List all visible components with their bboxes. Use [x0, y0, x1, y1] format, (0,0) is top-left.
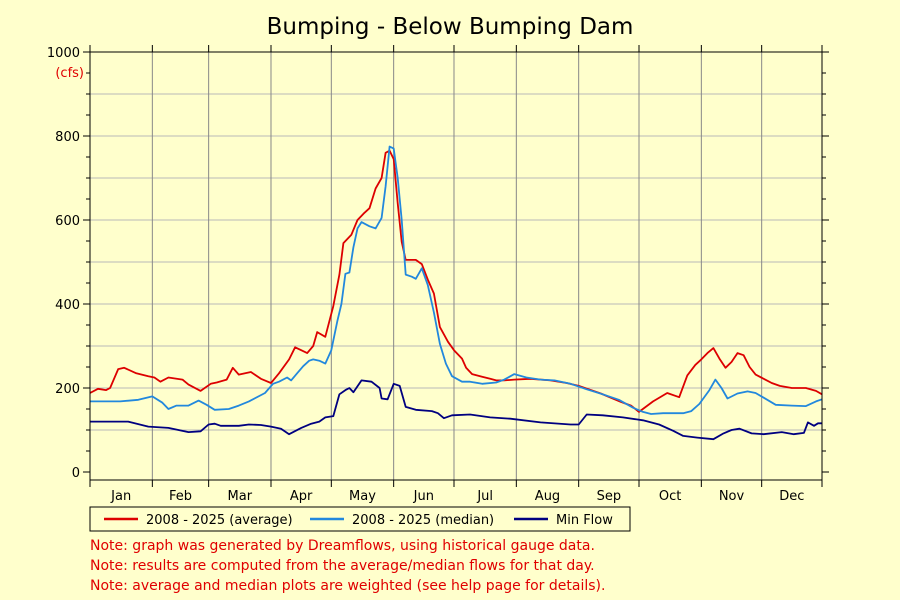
- plot-frame: [89, 51, 823, 481]
- grid-lines: [90, 52, 822, 480]
- legend-label-average: 2008 - 2025 (average): [146, 513, 293, 528]
- y-tick-label: 1000: [47, 46, 80, 61]
- legend: 2008 - 2025 (average) 2008 - 2025 (media…: [89, 506, 631, 532]
- x-axis-labels: Jan Feb Mar Apr May Jun Jul Aug Sep Oct Nov Dec: [110, 489, 804, 504]
- y-axis-labels: 0 200 400 600 800 1000: [47, 46, 80, 481]
- note-line-2: Note: results are computed from the aver…: [90, 558, 595, 574]
- note-line-3: Note: average and median plots are weigh…: [90, 578, 605, 594]
- series-min-flow-line: [90, 379, 822, 441]
- x-tick-label: Mar: [228, 489, 253, 504]
- x-tick-label: Sep: [597, 489, 622, 504]
- x-tick-label: Jan: [110, 489, 131, 504]
- series-median-line: [90, 145, 823, 415]
- legend-label-min-flow: Min Flow: [556, 513, 613, 528]
- x-tick-label: Aug: [535, 489, 560, 504]
- note-line-1: Note: graph was generated by Dreamflows,…: [90, 538, 595, 554]
- x-tick-label: Dec: [779, 489, 804, 504]
- chart-title: Bumping - Below Bumping Dam: [267, 14, 634, 40]
- axis-ticks: [83, 45, 829, 487]
- x-tick-label: Jun: [413, 489, 434, 504]
- x-tick-label: Apr: [290, 489, 313, 504]
- y-tick-label: 400: [55, 298, 80, 313]
- x-tick-label: Feb: [169, 489, 192, 504]
- y-tick-label: 200: [55, 382, 80, 397]
- x-tick-label: Nov: [719, 489, 745, 504]
- legend-label-median: 2008 - 2025 (median): [352, 513, 494, 528]
- y-tick-label: 0: [72, 466, 80, 481]
- x-tick-label: May: [349, 489, 376, 504]
- x-tick-label: Jul: [476, 489, 493, 504]
- y-tick-label: 600: [55, 214, 80, 229]
- x-tick-label: Oct: [659, 489, 681, 504]
- y-tick-label: 800: [55, 130, 80, 145]
- series-lines: [89, 145, 823, 441]
- y-axis-unit-label: (cfs): [55, 66, 84, 81]
- series-average-line: [89, 149, 823, 413]
